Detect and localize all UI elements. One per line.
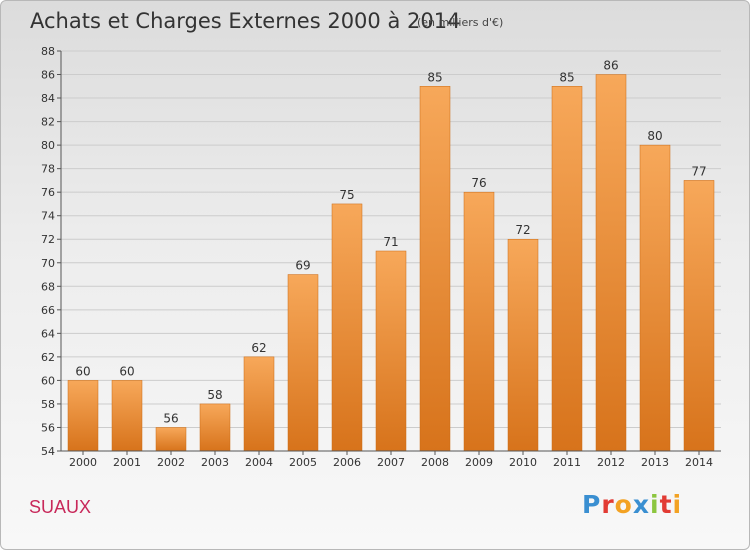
x-tick-label: 2010 bbox=[509, 456, 537, 469]
bar-value-label: 71 bbox=[383, 235, 398, 249]
bar-value-label: 72 bbox=[515, 223, 530, 237]
bar bbox=[243, 356, 275, 452]
bar-value-label: 60 bbox=[119, 364, 134, 378]
logo-letter: x bbox=[632, 490, 650, 519]
x-tick-label: 2013 bbox=[641, 456, 669, 469]
y-tick-label: 80 bbox=[41, 139, 55, 152]
bar-value-label: 62 bbox=[251, 341, 266, 355]
bar bbox=[111, 380, 143, 452]
bar-value-label: 75 bbox=[339, 188, 354, 202]
y-tick-label: 62 bbox=[41, 351, 55, 364]
y-tick-label: 76 bbox=[41, 186, 55, 199]
logo-letter: r bbox=[601, 490, 615, 519]
x-tick-label: 2009 bbox=[465, 456, 493, 469]
bar-value-label: 85 bbox=[559, 70, 574, 84]
bar bbox=[683, 180, 715, 452]
x-tick-label: 2014 bbox=[685, 456, 713, 469]
x-tick-label: 2012 bbox=[597, 456, 625, 469]
bar-value-label: 76 bbox=[471, 176, 486, 190]
x-tick-label: 2001 bbox=[113, 456, 141, 469]
x-tick-label: 2000 bbox=[69, 456, 97, 469]
y-tick-label: 54 bbox=[41, 445, 55, 458]
bar-value-label: 60 bbox=[75, 364, 90, 378]
y-tick-label: 56 bbox=[41, 421, 55, 434]
y-tick-label: 58 bbox=[41, 398, 55, 411]
logo-letter: i bbox=[672, 490, 683, 519]
bar-value-label: 69 bbox=[295, 259, 310, 273]
bar bbox=[595, 74, 627, 452]
y-tick-label: 68 bbox=[41, 280, 55, 293]
bar bbox=[639, 144, 671, 452]
bar-value-label: 85 bbox=[427, 70, 442, 84]
bar bbox=[419, 86, 451, 452]
logo-letter: P bbox=[582, 490, 602, 519]
bar bbox=[551, 86, 583, 452]
bar bbox=[331, 203, 363, 452]
y-tick-label: 78 bbox=[41, 163, 55, 176]
x-tick-label: 2011 bbox=[553, 456, 581, 469]
y-tick-label: 72 bbox=[41, 233, 55, 246]
bar bbox=[463, 191, 495, 452]
logo-letter: t bbox=[659, 490, 673, 519]
y-tick-label: 74 bbox=[41, 210, 55, 223]
x-tick-label: 2006 bbox=[333, 456, 361, 469]
place-name: SUAUX bbox=[29, 497, 92, 517]
bar bbox=[507, 238, 539, 452]
logo-letter: i bbox=[650, 490, 660, 519]
bar bbox=[67, 380, 99, 452]
bar bbox=[287, 274, 319, 452]
labels: 54 56 58 60 62 64 66 68 70 72 74 76 78 80 82 84 86 88 60 20… bbox=[41, 45, 713, 469]
bar bbox=[199, 403, 231, 452]
y-tick-label: 70 bbox=[41, 257, 55, 270]
bar-value-label: 56 bbox=[163, 411, 178, 425]
chart-title: Achats et Charges Externes 2000 à 2014 bbox=[30, 9, 461, 33]
logo-letter: o bbox=[614, 490, 633, 519]
bar-value-label: 80 bbox=[647, 129, 662, 143]
axes bbox=[57, 50, 721, 455]
x-tick-label: 2007 bbox=[377, 456, 405, 469]
proxiti-logo[interactable]: Proxiti bbox=[582, 490, 682, 519]
chart-unit-subtitle: (en milliers d'€) bbox=[417, 16, 504, 29]
y-tick-label: 64 bbox=[41, 327, 55, 340]
y-tick-label: 84 bbox=[41, 92, 55, 105]
y-tick-label: 88 bbox=[41, 45, 55, 58]
y-tick-label: 66 bbox=[41, 304, 55, 317]
x-tick-label: 2002 bbox=[157, 456, 185, 469]
y-tick-label: 60 bbox=[41, 374, 55, 387]
x-tick-label: 2004 bbox=[245, 456, 273, 469]
y-tick-label: 86 bbox=[41, 69, 55, 82]
x-tick-label: 2008 bbox=[421, 456, 449, 469]
bar bbox=[375, 250, 407, 452]
x-tick-label: 2005 bbox=[289, 456, 317, 469]
bar-value-label: 77 bbox=[691, 164, 706, 178]
bar bbox=[155, 427, 187, 452]
bar-value-label: 86 bbox=[603, 59, 618, 73]
y-tick-label: 82 bbox=[41, 116, 55, 129]
x-tick-label: 2003 bbox=[201, 456, 229, 469]
bar-value-label: 58 bbox=[207, 388, 222, 402]
bars bbox=[67, 74, 715, 452]
